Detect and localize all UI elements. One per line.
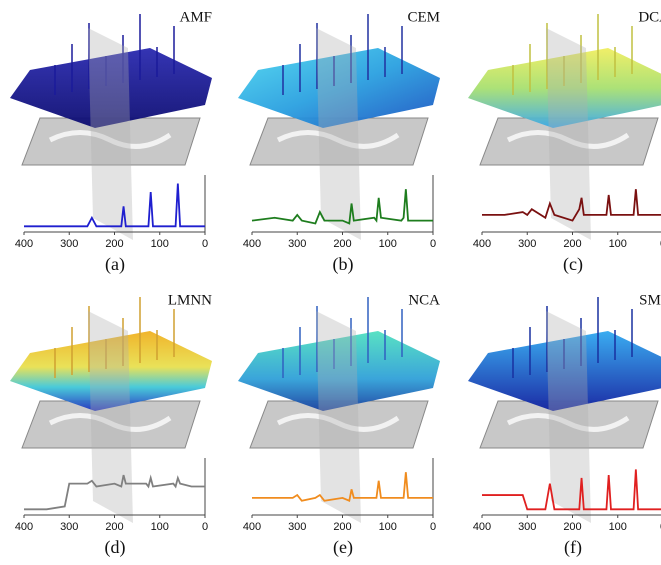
surface: [468, 48, 661, 128]
x-tick-label: 300: [288, 521, 306, 533]
x-tick-label: 400: [243, 238, 261, 250]
x-tick-label: 400: [473, 521, 491, 533]
x-tick-label: 100: [609, 521, 627, 533]
x-tick-label: 0: [430, 238, 436, 250]
slice-plane: [88, 311, 133, 523]
x-tick-label: 200: [333, 238, 351, 250]
slice-plane: [546, 28, 591, 240]
x-tick-label: 0: [660, 238, 661, 250]
map-feature: [48, 413, 172, 432]
x-tick-label: 200: [563, 238, 581, 250]
slice-plane: [88, 28, 133, 240]
panel-caption: (d): [105, 537, 126, 558]
x-tick-label: 300: [518, 238, 536, 250]
panel-title: NCA: [408, 292, 440, 308]
profile-line: [252, 472, 433, 503]
panel-title: LMNN: [168, 292, 212, 308]
map-feature: [48, 130, 172, 149]
x-tick-label: 100: [151, 238, 169, 250]
surface: [238, 331, 440, 411]
map-feature: [506, 130, 630, 149]
surface: [10, 48, 212, 128]
x-tick-label: 400: [15, 238, 33, 250]
panel-caption: (b): [333, 254, 354, 275]
x-tick-label: 0: [202, 238, 208, 250]
map-feature: [276, 130, 400, 149]
x-tick-label: 300: [60, 521, 78, 533]
x-tick-label: 300: [288, 238, 306, 250]
x-tick-label: 200: [105, 238, 123, 250]
surface: [10, 331, 212, 411]
x-tick-label: 400: [15, 521, 33, 533]
x-tick-label: 400: [243, 521, 261, 533]
panel-title: AMF: [179, 9, 212, 25]
panel-title: SML: [639, 292, 661, 308]
x-tick-label: 100: [151, 521, 169, 533]
surface: [238, 48, 440, 128]
x-tick-label: 400: [473, 238, 491, 250]
map-feature: [276, 413, 400, 432]
surface: [468, 331, 661, 411]
x-tick-label: 200: [105, 521, 123, 533]
panel-title: DCA: [638, 9, 661, 25]
slice-plane: [316, 311, 361, 523]
slice-plane: [546, 311, 591, 523]
panel-title: CEM: [407, 9, 440, 25]
panel-caption: (c): [563, 254, 583, 275]
x-tick-label: 200: [333, 521, 351, 533]
x-tick-label: 200: [563, 521, 581, 533]
x-tick-label: 300: [518, 521, 536, 533]
panel-caption: (f): [564, 537, 582, 558]
slice-plane: [316, 28, 361, 240]
x-tick-label: 0: [202, 521, 208, 533]
profile-line: [24, 474, 205, 511]
profile-line: [482, 189, 661, 222]
x-tick-label: 100: [379, 521, 397, 533]
x-tick-label: 0: [660, 521, 661, 533]
panel-caption: (e): [333, 537, 353, 558]
profile-line: [482, 469, 661, 511]
x-tick-label: 300: [60, 238, 78, 250]
profile-line: [24, 183, 205, 228]
x-tick-label: 0: [430, 521, 436, 533]
x-tick-label: 100: [379, 238, 397, 250]
map-feature: [506, 413, 630, 432]
profile-line: [251, 189, 433, 225]
x-tick-label: 100: [609, 238, 627, 250]
panel-caption: (a): [105, 254, 125, 275]
